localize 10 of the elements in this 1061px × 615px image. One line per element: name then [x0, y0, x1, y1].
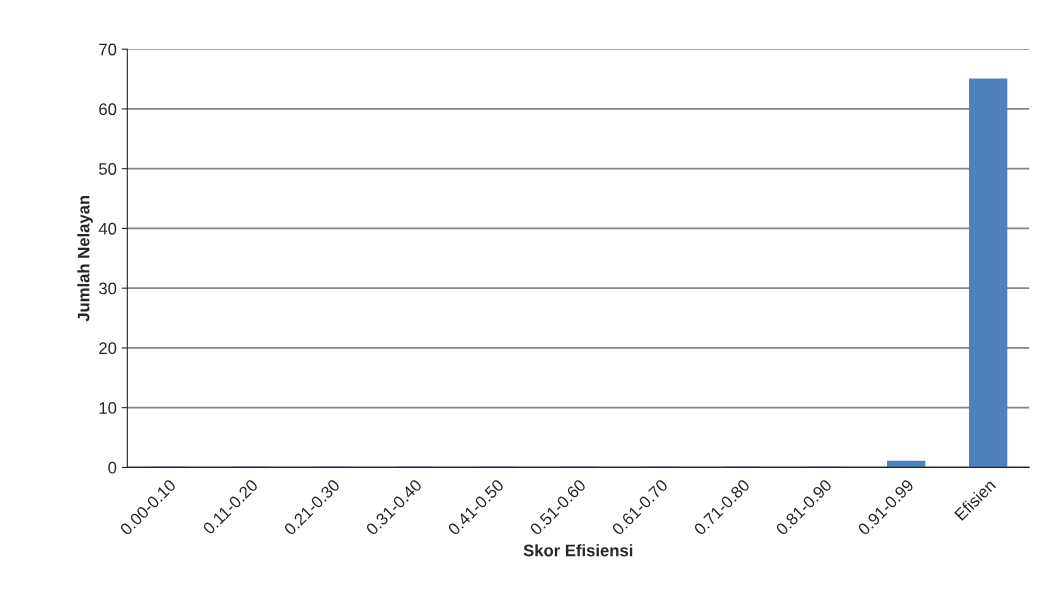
y-axis-title: Jumlah Nelayan — [77, 195, 93, 322]
y-tick-label: 20 — [99, 342, 117, 355]
y-tick-label: 10 — [99, 402, 117, 414]
y-tick-label: 30 — [99, 282, 117, 295]
x-axis-title: Skor Efisiensi — [523, 544, 633, 557]
y-tick-label: 40 — [98, 222, 117, 235]
y-tick-label: 70 — [99, 43, 117, 56]
y-tick-label: 0 — [108, 461, 117, 474]
y-tick-label: 60 — [99, 103, 117, 116]
y-tick-label: 50 — [99, 163, 117, 175]
